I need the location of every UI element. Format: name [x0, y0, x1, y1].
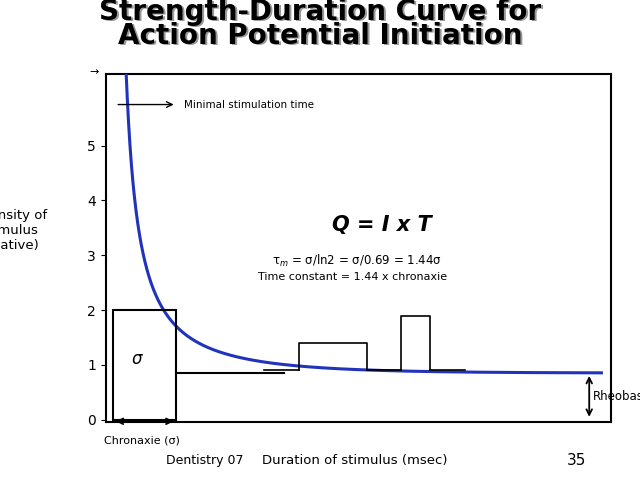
Text: Rheobase: Rheobase: [593, 390, 640, 403]
Text: Q = I x T: Q = I x T: [332, 215, 431, 235]
Text: Action Potential Initiation: Action Potential Initiation: [118, 22, 522, 50]
Text: Strength-Duration Curve for: Strength-Duration Curve for: [99, 0, 541, 26]
Text: Strength-Duration Curve for: Strength-Duration Curve for: [101, 0, 543, 27]
Text: $\sigma$: $\sigma$: [131, 350, 143, 368]
Text: Minimal stimulation time: Minimal stimulation time: [184, 99, 314, 109]
Text: Action Potential Initiation: Action Potential Initiation: [120, 24, 524, 51]
Y-axis label: Intensity of
Stimulus
(relative): Intensity of Stimulus (relative): [0, 209, 47, 252]
Text: →: →: [90, 67, 99, 77]
Text: Duration of stimulus (msec): Duration of stimulus (msec): [262, 454, 448, 468]
Text: Dentistry 07: Dentistry 07: [166, 454, 244, 468]
Bar: [113, 310, 177, 420]
Text: Chronaxie (σ): Chronaxie (σ): [104, 435, 180, 445]
Text: Time constant = 1.44 x chronaxie: Time constant = 1.44 x chronaxie: [258, 272, 447, 282]
Text: τ$_{m}$ = σ/ln2 = σ/0.69 = 1.44σ: τ$_{m}$ = σ/ln2 = σ/0.69 = 1.44σ: [272, 252, 442, 269]
Text: 35: 35: [566, 453, 586, 468]
